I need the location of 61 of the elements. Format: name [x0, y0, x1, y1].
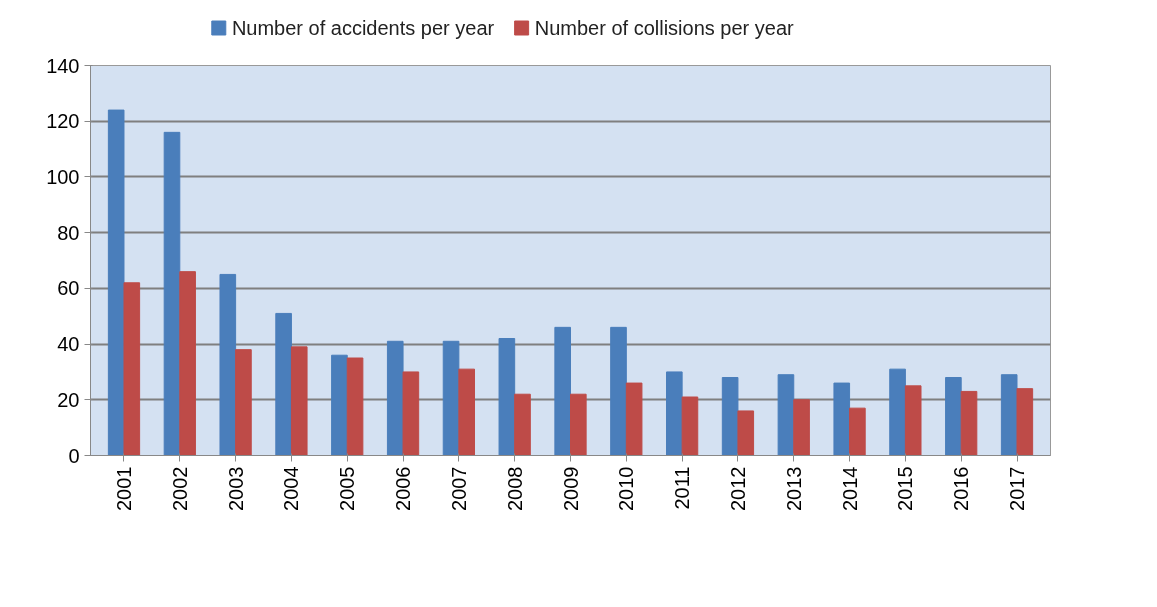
bar: [960, 390, 978, 456]
bar: [442, 340, 460, 456]
bar: [625, 382, 643, 456]
bar: [514, 393, 531, 456]
bar: [458, 368, 475, 456]
x-tick-label: 2011: [671, 466, 694, 510]
bar: [219, 273, 237, 456]
bar: [1000, 374, 1018, 456]
x-tick-label: 2013: [782, 466, 805, 511]
bar: [849, 407, 866, 456]
bar: [498, 338, 516, 456]
legend-label: Number of accidents per year: [231, 17, 495, 39]
x-tick-label: 2014: [838, 466, 861, 511]
bar: [777, 374, 795, 456]
bar: [721, 377, 739, 456]
x-tick-label: 2007: [447, 466, 470, 511]
bar: [1016, 388, 1034, 456]
x-tick-label: 2010: [615, 466, 638, 511]
bar: [331, 354, 348, 456]
bar: [346, 357, 364, 456]
bar: [666, 371, 683, 456]
bar: [737, 410, 755, 456]
y-tick-label: 40: [57, 333, 80, 356]
bar: [107, 109, 125, 456]
x-tick-label: 2015: [894, 466, 917, 511]
bar: [889, 368, 906, 456]
bar: [290, 346, 308, 456]
bar: [163, 131, 181, 456]
x-tick-label: 2005: [336, 466, 359, 511]
bar: [554, 326, 571, 456]
x-tick-label: 2003: [224, 466, 247, 511]
bar: [123, 282, 141, 456]
x-tick-label: 2004: [280, 466, 303, 511]
x-tick-label: 2001: [112, 466, 135, 511]
y-tick-label: 100: [46, 165, 80, 188]
x-tick-label: 2017: [1006, 466, 1029, 511]
bar: [793, 399, 810, 456]
bar: [570, 393, 587, 456]
x-tick-label: 2012: [726, 466, 749, 511]
y-tick-label: 80: [57, 221, 80, 244]
x-tick-label: 2006: [392, 466, 415, 511]
bar: [833, 382, 851, 456]
x-tick-label: 2002: [168, 466, 191, 511]
y-tick-label: 20: [57, 388, 80, 411]
x-tick-label: 2008: [503, 466, 526, 511]
y-tick-label: 140: [46, 54, 80, 77]
bar: [904, 385, 922, 456]
y-tick-label: 0: [68, 444, 80, 467]
bar: [179, 271, 196, 456]
bar: [681, 396, 699, 456]
x-tick-label: 2016: [950, 466, 973, 511]
bar: [235, 349, 252, 456]
legend-label: Number of collisions per year: [534, 17, 795, 39]
y-tick-label: 60: [57, 277, 80, 300]
bar: [402, 371, 420, 456]
bar: [275, 312, 292, 456]
y-tick-label: 120: [46, 110, 80, 133]
x-tick-label: 2009: [559, 466, 582, 511]
bar: [386, 340, 404, 456]
bar: [610, 326, 627, 456]
bar: [945, 377, 962, 456]
